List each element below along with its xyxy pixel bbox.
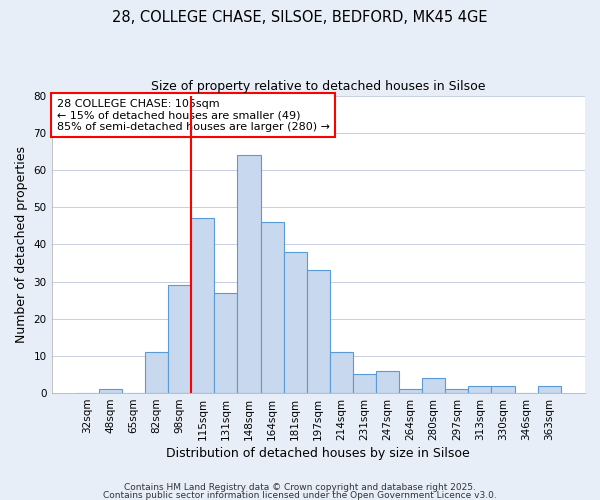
Bar bbox=[353, 374, 376, 393]
Bar bbox=[260, 222, 284, 393]
Bar bbox=[330, 352, 353, 393]
Bar bbox=[145, 352, 168, 393]
Bar bbox=[307, 270, 330, 393]
Bar bbox=[491, 386, 515, 393]
X-axis label: Distribution of detached houses by size in Silsoe: Distribution of detached houses by size … bbox=[166, 447, 470, 460]
Text: 28 COLLEGE CHASE: 105sqm
← 15% of detached houses are smaller (49)
85% of semi-d: 28 COLLEGE CHASE: 105sqm ← 15% of detach… bbox=[57, 98, 330, 132]
Bar bbox=[538, 386, 561, 393]
Text: 28, COLLEGE CHASE, SILSOE, BEDFORD, MK45 4GE: 28, COLLEGE CHASE, SILSOE, BEDFORD, MK45… bbox=[112, 10, 488, 25]
Bar bbox=[469, 386, 491, 393]
Bar bbox=[422, 378, 445, 393]
Bar bbox=[284, 252, 307, 393]
Bar bbox=[399, 390, 422, 393]
Bar bbox=[445, 390, 469, 393]
Title: Size of property relative to detached houses in Silsoe: Size of property relative to detached ho… bbox=[151, 80, 485, 93]
Bar bbox=[168, 285, 191, 393]
Text: Contains public sector information licensed under the Open Government Licence v3: Contains public sector information licen… bbox=[103, 490, 497, 500]
Bar bbox=[238, 155, 260, 393]
Bar bbox=[214, 292, 238, 393]
Text: Contains HM Land Registry data © Crown copyright and database right 2025.: Contains HM Land Registry data © Crown c… bbox=[124, 484, 476, 492]
Bar bbox=[376, 371, 399, 393]
Y-axis label: Number of detached properties: Number of detached properties bbox=[15, 146, 28, 343]
Bar bbox=[99, 390, 122, 393]
Bar bbox=[191, 218, 214, 393]
